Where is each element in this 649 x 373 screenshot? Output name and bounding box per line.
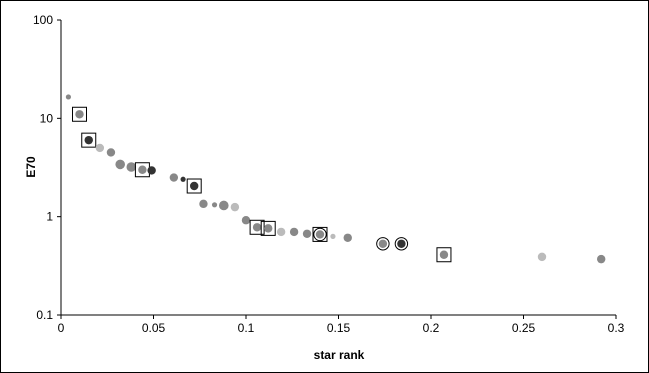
x-tick-label: 0.15 — [327, 321, 351, 335]
highlight-box-marker — [436, 247, 452, 263]
data-point — [199, 199, 208, 209]
x-ticks: 0 0.05 0.1 0.15 0.2 0.25 0.3 — [58, 315, 625, 335]
data-point — [106, 148, 116, 157]
data-point — [180, 176, 186, 182]
data-points — [65, 94, 606, 264]
x-tick-label: 0.2 — [423, 321, 440, 335]
highlight-box-marker — [72, 106, 87, 122]
highlight-box-marker — [81, 132, 97, 148]
data-point — [138, 165, 147, 174]
x-tick-label: 0 — [58, 321, 65, 335]
y-tick-label: 0.1 — [36, 308, 53, 322]
data-point — [241, 216, 251, 225]
data-point — [147, 166, 156, 175]
x-tick-label: 0.3 — [608, 321, 625, 335]
y-axis-title: E70 — [24, 156, 38, 178]
data-point — [65, 94, 71, 100]
highlight-box-marker — [260, 220, 276, 236]
data-point — [190, 181, 199, 191]
y-tick-label: 1 — [46, 210, 53, 224]
highlight-box-marker — [186, 178, 202, 194]
data-point — [276, 227, 286, 237]
data-point — [230, 202, 240, 212]
data-point — [211, 202, 218, 208]
data-point — [126, 162, 137, 172]
x-tick-label: 0.05 — [142, 321, 166, 335]
data-point — [75, 110, 84, 119]
data-point — [264, 224, 273, 233]
data-point — [315, 230, 325, 239]
highlight-box-marker — [249, 219, 265, 235]
data-point — [289, 227, 299, 237]
data-point — [219, 200, 229, 211]
y-tick-label: 10 — [40, 111, 54, 125]
y-ticks: 0.1 1 10 100 — [33, 13, 61, 322]
data-point — [84, 135, 93, 145]
data-point — [330, 233, 336, 239]
y-tick-label: 100 — [33, 13, 53, 27]
data-point — [343, 233, 352, 242]
x-tick-label: 0.1 — [238, 321, 255, 335]
data-point — [95, 143, 105, 153]
x-axis-title: star rank — [314, 348, 365, 362]
data-point — [378, 239, 388, 248]
data-point — [115, 159, 125, 170]
highlight-box-marker — [312, 226, 328, 242]
data-point — [302, 229, 312, 238]
data-point — [397, 239, 406, 248]
data-point — [439, 250, 449, 259]
x-tick-label: 0.25 — [512, 321, 536, 335]
data-point — [252, 223, 262, 232]
data-point — [169, 173, 179, 182]
data-point — [597, 254, 606, 264]
data-point — [537, 252, 547, 262]
